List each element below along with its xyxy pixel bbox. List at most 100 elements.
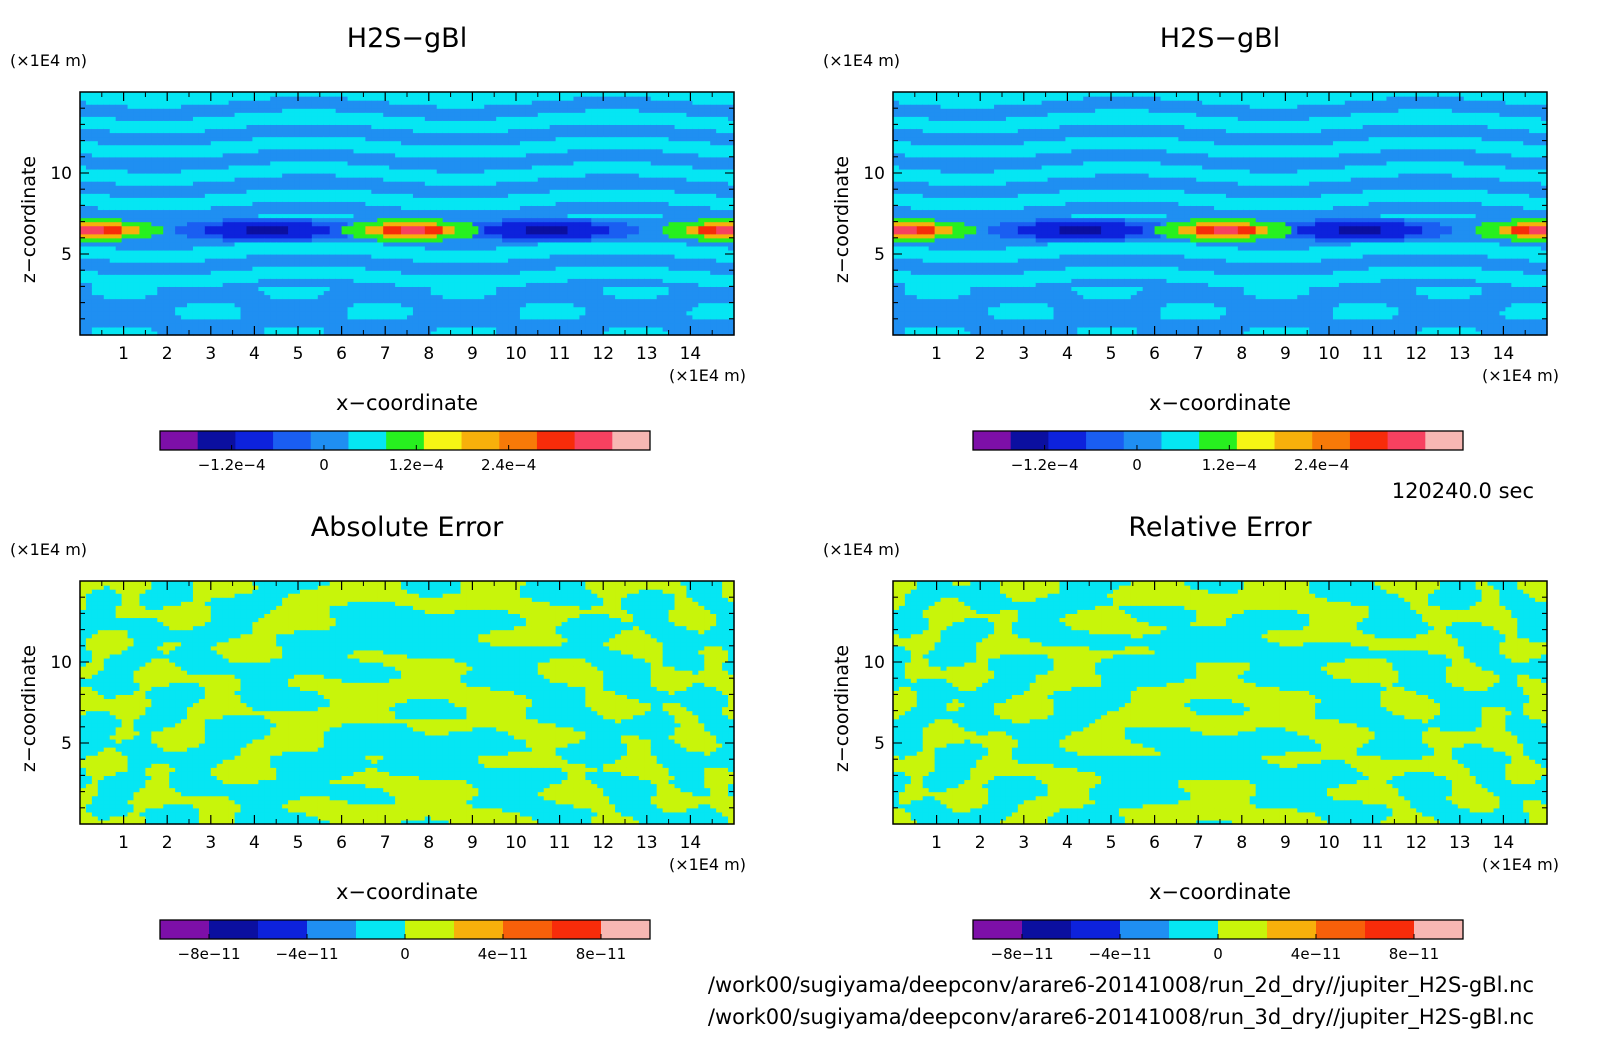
heatmap-cell [127,213,135,219]
heatmap-cell [151,249,158,255]
heatmap-cell [347,168,355,174]
heatmap-cell [133,229,141,235]
heatmap-cell [91,193,99,198]
heatmap-cell [192,132,200,138]
heatmap-cell [288,148,295,154]
heatmap-cell [127,237,135,243]
heatmap-cell [270,290,277,296]
heatmap-cell [567,229,575,235]
heatmap-cell [442,177,450,182]
heatmap-cell [424,177,432,182]
heatmap-cell [466,217,473,223]
heatmap-cell [383,229,390,235]
heatmap-cell [258,132,265,138]
heatmap-cell [288,245,295,251]
heatmap-cell [537,290,545,296]
heatmap-cell [311,322,319,328]
heatmap-cell [270,96,277,101]
heatmap-cell [80,217,87,223]
heatmap-cell [567,237,575,243]
heatmap-cell [258,205,265,211]
heatmap-cell [329,108,337,113]
heatmap-cell [454,266,462,271]
heatmap-cell [496,168,503,174]
heatmap-cell [525,274,533,279]
heatmap-cell [525,128,533,134]
heatmap-cell [151,96,158,101]
heatmap-cell [103,245,111,251]
heatmap-cell [555,225,563,231]
heatmap-cell [353,156,361,162]
heatmap-cell [258,193,265,198]
heatmap-cell [204,148,212,154]
heatmap-cell [157,262,164,267]
heatmap-cell [371,217,378,223]
heatmap-cell [347,189,355,194]
heatmap-cell [442,245,450,251]
heatmap-cell [198,112,206,117]
heatmap-cell [561,132,569,138]
heatmap-cell [466,258,473,263]
heatmap-cell [139,225,146,231]
heatmap-cell [531,205,539,211]
heatmap-cell [252,229,259,235]
heatmap-cell [288,282,295,287]
heatmap-cell [198,197,206,202]
heatmap-cell [335,249,343,255]
heatmap-cell [288,209,295,215]
heatmap-cell [210,164,218,170]
heatmap-cell [502,96,509,101]
heatmap-cell [204,209,212,215]
heatmap-cell [484,294,491,300]
heatmap-cell [407,193,414,198]
heatmap-cell [198,100,206,105]
heatmap-cell [222,306,230,312]
heatmap-cell [187,298,194,304]
heatmap-cell [377,282,384,287]
heatmap-cell [418,262,426,267]
heatmap-cell [508,266,515,271]
heatmap-cell [525,314,533,320]
heatmap-cell [204,233,212,239]
heatmap-cell [103,314,111,320]
heatmap-cell [561,310,569,316]
heatmap-cell [377,164,384,170]
heatmap-cell [549,148,557,154]
heatmap-cell [222,330,230,336]
heatmap-cell [401,322,408,328]
heatmap-cell [210,318,218,324]
heatmap-cell [371,314,378,320]
heatmap-cell [561,241,569,247]
heatmap-cell [359,144,366,150]
heatmap-cell [97,225,105,231]
heatmap-cell [151,132,158,138]
heatmap-cell [151,278,158,283]
heatmap-cell [258,245,265,251]
heatmap-cell [169,258,176,263]
heatmap-cell [323,185,331,190]
heatmap-cell [335,177,343,182]
heatmap-cell [442,294,450,300]
heatmap-cell [525,201,533,206]
heatmap-cell [490,128,497,134]
heatmap-cell [80,318,87,324]
heatmap-cell [222,112,230,117]
heatmap-cell [561,274,569,279]
heatmap-cell [127,140,135,146]
heatmap-cell [371,181,378,186]
heatmap-cell [412,254,420,259]
heatmap-cell [514,160,521,166]
heatmap-cell [222,270,230,275]
heatmap-cell [418,108,426,113]
heatmap-cell [258,124,265,130]
heatmap-cell [502,326,509,332]
heatmap-cell [353,262,361,267]
heatmap-cell [192,266,200,271]
heatmap-cell [365,254,372,259]
heatmap-cell [567,177,575,182]
heatmap-cell [525,189,533,194]
heatmap-cell [198,140,206,146]
heatmap-cell [543,140,551,146]
heatmap-cell [407,209,414,215]
heatmap-cell [496,245,503,251]
